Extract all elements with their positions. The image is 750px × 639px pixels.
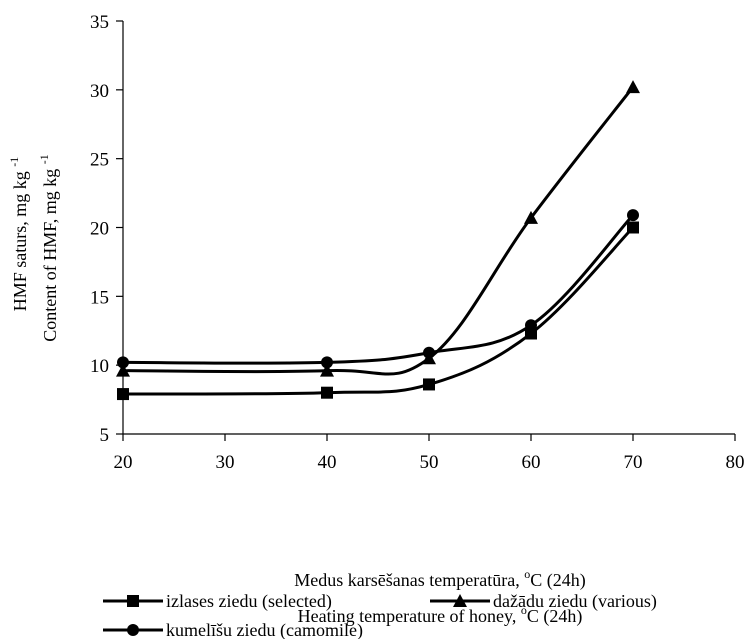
data-point-triangle: [524, 210, 538, 224]
x-tick-label: 20: [114, 452, 133, 473]
data-point-circle: [525, 319, 537, 332]
legend-label: dažādu ziedu (various): [493, 591, 657, 612]
x-tick-label: 70: [624, 452, 643, 473]
x-tick-label: 40: [318, 452, 337, 473]
legend: izlases ziedu (selected) dažādu ziedu (va…: [103, 591, 657, 639]
y-tick-label: 25: [90, 150, 109, 171]
x-tick-label: 80: [726, 452, 745, 473]
x-axis-title-line2: Heating temperature of honey, oC (24h): [298, 603, 583, 627]
data-point-square: [321, 386, 333, 399]
data-point-circle: [321, 356, 333, 369]
data-point-triangle: [626, 80, 640, 94]
y-tick-label: 30: [90, 81, 109, 102]
data-point-square: [627, 221, 639, 234]
axis-titles: Medus karsēšanas temperatūra, oC (24h) H…: [7, 154, 586, 627]
legend-label: izlases ziedu (selected): [166, 591, 332, 612]
y-axis-title-line1: HMF saturs, mg kg -1: [7, 157, 30, 312]
series-line-circle: [121, 213, 635, 365]
series-line-triangle: [121, 85, 635, 376]
data-point-circle: [117, 356, 129, 369]
series-lines: [116, 80, 640, 401]
data-point-circle: [627, 209, 639, 222]
data-point-square: [423, 378, 435, 391]
data-point-triangle: [116, 363, 130, 377]
legend-marker-square: [127, 595, 139, 607]
x-tick-label: 60: [522, 452, 541, 473]
data-point-square: [117, 388, 129, 401]
legend-label: kumelīšu ziedu (camomile): [166, 620, 363, 639]
data-point-square: [525, 327, 537, 340]
x-tick-label: 30: [216, 452, 235, 473]
y-tick-label: 35: [90, 12, 109, 33]
legend-marker-triangle: [453, 594, 467, 607]
data-point-circle: [423, 346, 435, 359]
legend-marker-circle: [127, 624, 139, 636]
y-tick-label: 15: [90, 287, 109, 308]
y-tick-label: 10: [90, 356, 109, 377]
axes: 5 10 15 20 25 30 35 20 30 40 50 60 70 80: [90, 12, 745, 473]
y-tick-label: 20: [90, 219, 109, 240]
x-tick-label: 50: [420, 452, 439, 473]
data-point-triangle: [320, 363, 334, 377]
x-axis-title-line1: Medus karsēšanas temperatūra, oC (24h): [294, 567, 585, 591]
y-tick-label: 5: [100, 425, 110, 446]
series-line-square: [121, 226, 635, 396]
y-axis-title-line2: Content of HMF, mg kg -1: [37, 154, 60, 342]
